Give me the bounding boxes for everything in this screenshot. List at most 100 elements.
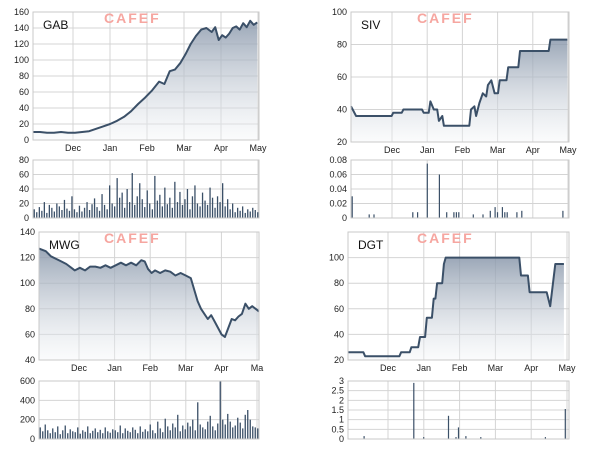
x-tick-label: Feb: [139, 143, 155, 153]
volume-bar: [83, 207, 86, 218]
price-y-tick-label: 60: [19, 87, 29, 97]
volume-bar: [74, 432, 76, 439]
volume-bar: [455, 437, 457, 439]
volume-bar: [66, 208, 68, 218]
volume-bar: [219, 202, 221, 219]
volume-bar: [174, 427, 176, 439]
price-y-tick-label: 140: [14, 23, 29, 33]
cafef-watermark: CAFEF: [417, 10, 474, 26]
volume-frame: [350, 159, 570, 219]
volume-y-tick-label: 80: [19, 155, 29, 165]
x-tick-label: Apr: [214, 143, 228, 153]
volume-bar: [204, 429, 206, 439]
volume-bar: [234, 425, 236, 439]
volume-bar: [252, 207, 254, 218]
volume-bar: [54, 432, 56, 439]
volume-y-tick-label: 1: [339, 415, 344, 425]
chart-panel-siv: 20 40 60 80 100 Dec Jan Feb Mar Apr May SIV CAFEF 0 0.…: [329, 7, 577, 223]
volume-bar: [39, 427, 41, 439]
volume-bar: [192, 419, 194, 439]
volume-bar: [102, 433, 104, 439]
volume-bar: [98, 210, 101, 219]
volume-bar: [84, 431, 86, 440]
price-y-tick-label: 80: [337, 40, 347, 50]
price-area: [348, 257, 564, 360]
volume-bar: [516, 212, 518, 218]
volume-bar: [232, 427, 234, 439]
volume-bar: [149, 203, 151, 218]
chart-panel-gab: 0 20 40 60 80 100 120 140 160 Dec Jan Feb Mar Apr May G…: [14, 7, 267, 223]
volume-bar: [184, 199, 186, 219]
price-y-tick-label: 80: [25, 304, 35, 314]
price-frame: [350, 11, 570, 143]
volume-bar: [171, 207, 173, 218]
volume-bar: [107, 431, 109, 439]
volume-bar: [164, 187, 166, 219]
volume-frame: [32, 159, 260, 219]
volume-bar: [227, 199, 229, 219]
volume-bar: [44, 424, 46, 439]
volume-bar: [257, 428, 259, 439]
x-tick-label: Mar: [176, 143, 192, 153]
volume-bar: [52, 428, 54, 439]
ticker-label: GAB: [43, 18, 68, 32]
volume-frame: [347, 380, 570, 440]
volume-bar: [154, 175, 156, 218]
volume-bar: [136, 196, 138, 219]
cafef-watermark: CAFEF: [417, 230, 474, 246]
volume-bar: [38, 207, 40, 218]
volume-bar: [494, 207, 496, 218]
volume-bar: [56, 203, 58, 218]
volume-bar: [62, 430, 64, 439]
volume-bar: [129, 432, 131, 439]
volume-bar: [164, 418, 166, 439]
volume-bar: [207, 421, 209, 439]
x-tick-label: Dec: [380, 363, 397, 373]
volume-bar: [368, 214, 370, 218]
volume-bar: [217, 423, 219, 439]
x-tick-label: Feb: [452, 363, 468, 373]
volume-bar: [109, 185, 111, 218]
volume-bar: [219, 381, 221, 439]
price-y-tick-label: 80: [334, 278, 344, 288]
volume-bar: [501, 207, 503, 218]
volume-bar: [458, 212, 460, 218]
volume-bar: [465, 436, 467, 439]
x-tick-label: May: [559, 145, 577, 155]
x-tick-label: Dec: [71, 363, 88, 373]
volume-bar: [104, 427, 106, 439]
volume-bar: [57, 426, 59, 439]
volume-bar: [124, 207, 126, 218]
price-y-tick-label: 0: [24, 135, 29, 145]
x-tick-label: Jan: [420, 145, 435, 155]
volume-bar: [244, 414, 246, 439]
volume-bar: [426, 163, 428, 218]
volume-bar: [254, 210, 256, 218]
price-y-tick-label: 20: [334, 355, 344, 365]
volume-bar: [101, 194, 103, 218]
volume-bar: [363, 436, 365, 439]
volume-bar: [254, 427, 256, 439]
volume-bar: [167, 426, 169, 439]
price-line: [33, 19, 258, 134]
volume-bar: [247, 209, 249, 218]
volume-bar: [562, 210, 564, 219]
x-tick-label: Mar: [178, 363, 194, 373]
price-y-tick-label: 100: [329, 253, 344, 263]
volume-bar: [206, 204, 209, 218]
volume-y-tick-label: 2: [339, 395, 344, 405]
volume-bar: [69, 429, 71, 439]
volume-bar: [229, 209, 231, 218]
volume-bar: [53, 211, 55, 218]
price-frame: [32, 11, 260, 141]
volume-bar: [67, 433, 69, 439]
volume-bar: [112, 429, 114, 439]
volume-bar: [77, 427, 79, 439]
volume-bar: [214, 430, 216, 439]
volume-bar: [76, 212, 78, 218]
volume-bar: [209, 187, 211, 219]
volume-bar: [252, 426, 254, 439]
volume-bar: [61, 210, 63, 218]
volume-y-tick-label: 600: [20, 376, 35, 386]
volume-bar: [351, 196, 353, 219]
